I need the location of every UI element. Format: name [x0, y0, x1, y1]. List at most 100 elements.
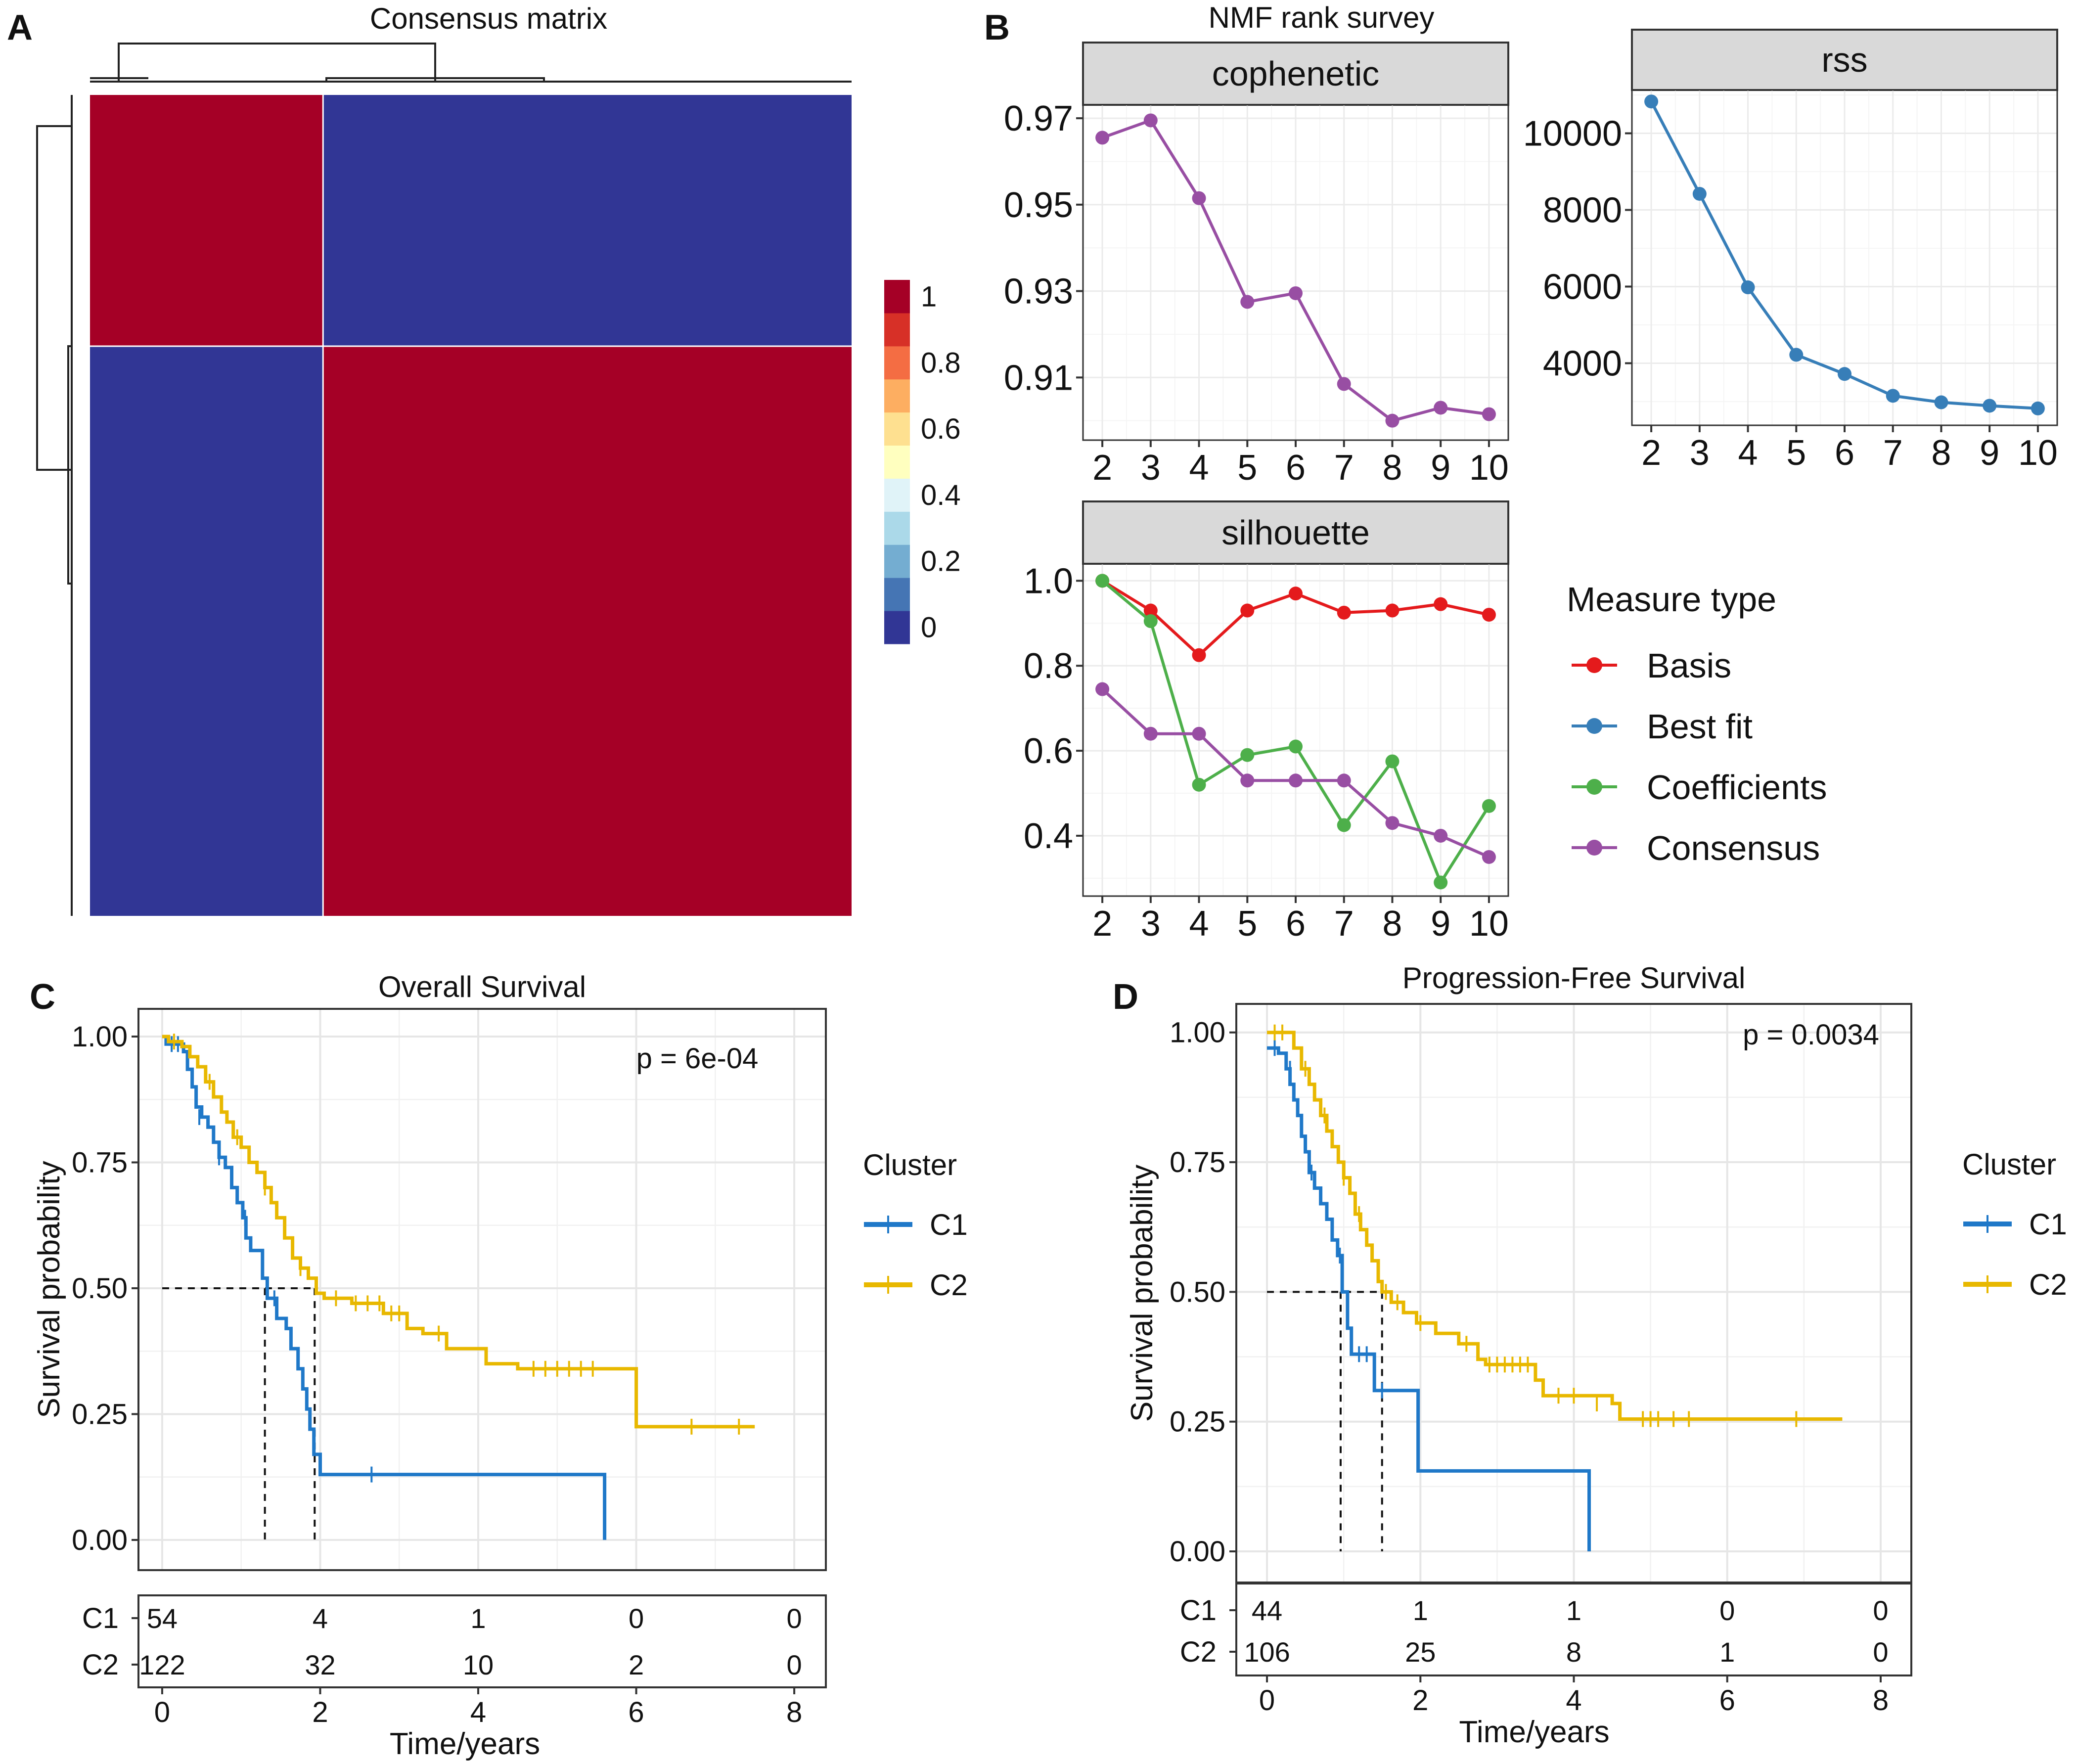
risk-count: 10	[463, 1649, 494, 1680]
rank-survey-title: NMF rank survey	[1209, 1, 1435, 34]
data-point	[1983, 399, 1997, 413]
y-tick-label: 0.97	[1004, 99, 1073, 138]
x-tick-label: 4	[1738, 433, 1758, 473]
colorbar-tick-label: 1	[921, 280, 937, 313]
risk-count: 8	[1566, 1636, 1581, 1668]
data-point	[1289, 286, 1303, 300]
cluster-legend-label: C2	[930, 1268, 968, 1302]
risk-count: 54	[147, 1603, 178, 1634]
data-point	[1886, 389, 1900, 403]
facet-silhouette: silhouette 2 3 4 5 6 7 8 9 10 0.4 0.6 0.8 1.0	[1024, 500, 1509, 944]
risk-count: 0	[787, 1603, 802, 1634]
cluster-legend-label: C2	[2029, 1268, 2067, 1301]
facet-strip	[1082, 500, 1509, 565]
plot-frame	[137, 1008, 827, 1571]
data-point	[1838, 367, 1851, 381]
data-point	[1434, 401, 1448, 415]
panel-letter-b: B	[984, 8, 1010, 47]
y-tick-label: 0.50	[1170, 1276, 1225, 1308]
risk-row-label: C2	[82, 1649, 119, 1681]
facet-rss: rss 2 3 4 5 6 7 8 9 10 4000 6000 8000 10000	[1523, 29, 2058, 473]
colorbar-tick-label: 0.2	[921, 545, 961, 578]
y-tick-label: 1.0	[1024, 561, 1073, 601]
colorbar-level	[884, 511, 910, 545]
x-tick-label: 0	[1259, 1684, 1275, 1717]
data-point	[1192, 191, 1206, 205]
panel-c-overall-survival: C Overall Survival 0.00 0.25 0.50 0.75 1.00 Su…	[30, 970, 968, 1761]
risk-row-label: C2	[1180, 1636, 1217, 1668]
km-curve-c2	[162, 1035, 755, 1429]
y-tick-label: 6000	[1543, 268, 1622, 307]
measure-legend-title: Measure type	[1567, 580, 1776, 619]
risk-count: 0	[1873, 1636, 1888, 1668]
data-point	[1337, 377, 1351, 391]
km-title: Overall Survival	[378, 970, 586, 1003]
risk-count: 44	[1252, 1595, 1282, 1626]
data-point	[2031, 401, 2045, 415]
x-tick-label: 8	[1382, 448, 1402, 488]
panel-letter-a: A	[7, 8, 33, 47]
panel-d-progression-free-survival: D Progression-Free Survival 0.00 0.25 0.50 0…	[1113, 961, 2067, 1749]
heatmap-block-1-1	[323, 346, 852, 916]
data-point	[1385, 603, 1400, 618]
x-tick-label: 3	[1141, 904, 1161, 944]
cluster-legend-title: Cluster	[863, 1148, 957, 1181]
risk-count: 4	[313, 1603, 328, 1634]
x-tick-label: 3	[1690, 433, 1710, 473]
data-point	[1385, 754, 1400, 769]
data-point	[1143, 113, 1158, 128]
x-tick-label: 5	[1237, 448, 1257, 488]
x-axis-title: Time/years	[390, 1727, 540, 1761]
data-point	[1192, 648, 1206, 662]
facet-strip-label: rss	[1821, 41, 1867, 79]
p-value: p = 0.0034	[1743, 1019, 1879, 1051]
x-tick-label: 8	[1931, 433, 1951, 473]
x-tick-label: 4	[470, 1696, 486, 1728]
x-tick-label: 6	[1286, 904, 1306, 944]
risk-row-label: C1	[1180, 1594, 1217, 1627]
risk-count: 2	[629, 1649, 644, 1680]
x-tick-label: 2	[312, 1696, 328, 1728]
top-dendrogram	[90, 43, 852, 83]
facet-strip	[1631, 29, 2058, 91]
p-value: p = 6e-04	[636, 1042, 759, 1075]
legend-label: Consensus	[1647, 829, 1820, 867]
data-point	[1240, 295, 1255, 309]
y-tick-label: 8000	[1543, 191, 1622, 230]
data-point	[1289, 773, 1303, 788]
data-point	[1337, 818, 1351, 832]
risk-count: 25	[1405, 1636, 1436, 1668]
x-tick-label: 4	[1189, 448, 1209, 488]
data-point	[1192, 726, 1206, 741]
risk-count: 0	[787, 1649, 802, 1680]
legend-label: Best fit	[1647, 707, 1753, 746]
y-tick-label: 10000	[1523, 114, 1622, 154]
km-curve-c2	[1267, 1031, 1843, 1421]
x-tick-label: 9	[1431, 904, 1450, 944]
colorbar-level	[884, 478, 910, 512]
heatmap-block-0-0	[90, 95, 323, 346]
data-point	[1434, 597, 1448, 611]
data-point	[1741, 280, 1755, 295]
x-tick-label: 2	[1641, 433, 1661, 473]
panel-letter-c: C	[30, 977, 55, 1017]
panel-letter-d: D	[1113, 977, 1138, 1017]
data-point	[1095, 574, 1110, 588]
data-point	[1482, 799, 1496, 813]
data-point	[1143, 603, 1158, 618]
colorbar-tick-label: 0.6	[921, 413, 961, 445]
data-point	[1289, 587, 1303, 601]
facet-cophenetic: cophenetic 2 3 4 5 6 7 8 9 10 0.91 0.93 0.95 0.97	[1004, 42, 1509, 488]
x-tick-label: 10	[1469, 448, 1509, 488]
panel-a-consensus-heatmap: A Consensus matrix 0 0.2 0.4 0.6 0.8 1	[7, 2, 961, 916]
data-point	[1240, 603, 1255, 618]
x-tick-label: 5	[1786, 433, 1806, 473]
heatmap-block-0-1	[323, 95, 852, 346]
colorbar-level	[884, 611, 910, 644]
x-tick-label: 8	[1873, 1684, 1889, 1717]
x-tick-label: 9	[1980, 433, 1999, 473]
colorbar-level	[884, 379, 910, 413]
risk-count: 1	[1719, 1636, 1735, 1668]
